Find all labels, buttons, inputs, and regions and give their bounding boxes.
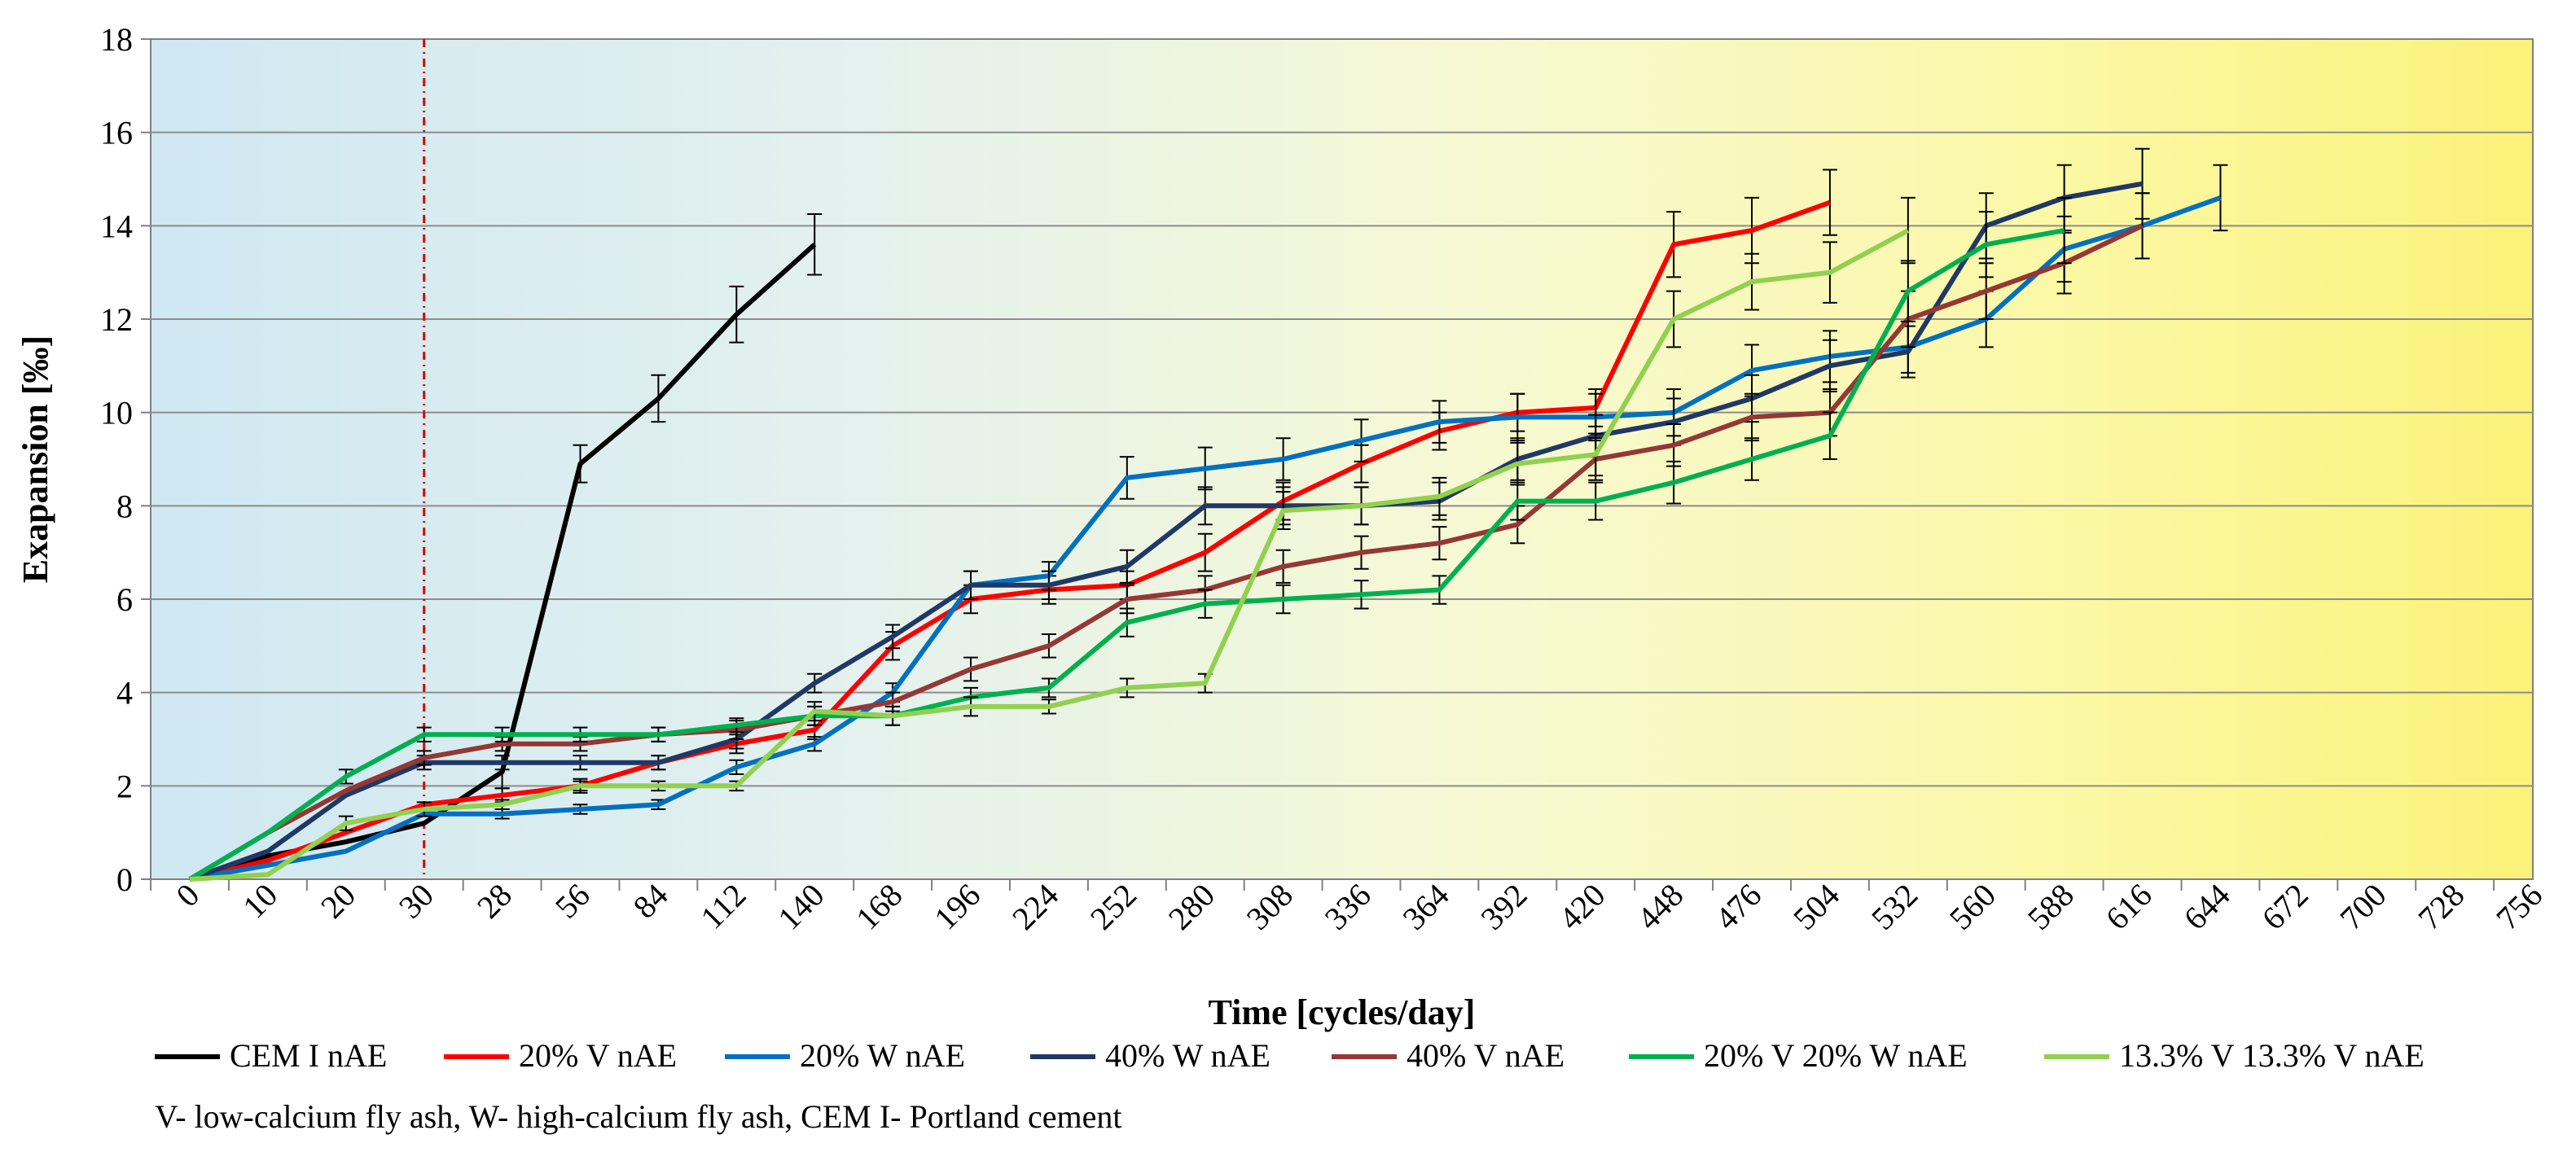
- x-tick-label: 20: [314, 877, 362, 926]
- x-tick-label: 56: [548, 877, 597, 926]
- plot-area: [150, 38, 2534, 880]
- x-tick-label: 728: [2411, 877, 2471, 937]
- series-line: [189, 199, 1831, 882]
- legend-label: 20% V nAE: [519, 1037, 677, 1074]
- legend-label: 40% W nAE: [1105, 1037, 1270, 1074]
- series-20-v-20-w-nae: [188, 196, 2072, 882]
- y-tick-label: 4: [116, 675, 133, 712]
- x-tick-label: 10: [235, 877, 284, 926]
- x-tick-label: 756: [2489, 877, 2549, 937]
- x-tick-label: 336: [1318, 877, 1378, 937]
- x-tick-label: 252: [1083, 877, 1143, 937]
- series-group: [188, 147, 2228, 882]
- series-line: [189, 228, 1910, 882]
- x-axis-ticks: 0 10 20 30 28 56 84 112 140 168 196 224 252 280 308 336…: [150, 877, 2549, 937]
- x-tick-label: 140: [770, 877, 831, 937]
- y-tick-label: 6: [116, 581, 133, 618]
- series-line: [188, 228, 2065, 882]
- x-tick-label: 616: [2099, 877, 2159, 937]
- x-tick-label: 560: [1942, 877, 2003, 937]
- y-tick-label: 16: [100, 115, 133, 151]
- legend-label: 40% V nAE: [1406, 1037, 1564, 1074]
- x-tick-label: 532: [1864, 877, 1924, 937]
- x-tick-label: 420: [1551, 877, 1612, 937]
- x-tick-label: 280: [1161, 877, 1222, 937]
- legend-label: 13.3% V 13.3% V nAE: [2119, 1037, 2425, 1074]
- y-tick-label: 0: [116, 861, 133, 898]
- x-tick-label: 84: [626, 877, 675, 926]
- x-tick-label: 30: [392, 877, 441, 926]
- x-tick-label: 196: [927, 877, 987, 937]
- series-line: [188, 223, 2144, 882]
- x-tick-label: 672: [2254, 877, 2315, 937]
- x-tick-label: 588: [2021, 877, 2081, 937]
- x-tick-label: 644: [2177, 877, 2237, 937]
- legend: CEM I nAE 20% V nAE 20% W nAE 40% W nAE 40% …: [155, 1037, 2425, 1074]
- y-tick-label: 14: [100, 208, 133, 244]
- x-tick-label: 476: [1708, 877, 1768, 937]
- y-axis-title: Exapansion [‰]: [15, 335, 55, 583]
- y-tick-label: 2: [116, 768, 133, 804]
- y-tick-label: 8: [116, 488, 133, 524]
- series-13-3-v-13-3-v-nae: [189, 196, 1916, 882]
- y-tick-label: 18: [100, 21, 133, 58]
- legend-label: 20% V 20% W nAE: [1704, 1037, 1968, 1074]
- footnote: V- low-calcium fly ash, W- high-calcium …: [155, 1098, 1122, 1135]
- x-axis-title: Time [cycles/day]: [1209, 992, 1476, 1032]
- legend-label: CEM I nAE: [230, 1037, 387, 1074]
- series-line: [188, 181, 2144, 882]
- x-tick-label: 448: [1630, 877, 1690, 937]
- x-tick-label: 168: [849, 877, 909, 937]
- y-tick-label: 12: [100, 301, 133, 338]
- x-tick-label: 392: [1473, 877, 1534, 937]
- x-tick-label: 700: [2332, 877, 2393, 937]
- y-tick-label: 10: [100, 395, 133, 431]
- x-tick-label: 0: [169, 877, 206, 914]
- x-tick-label: 28: [470, 877, 519, 926]
- x-tick-label: 224: [1005, 877, 1065, 937]
- x-tick-label: 364: [1396, 877, 1456, 937]
- x-tick-label: 112: [693, 877, 753, 936]
- x-tick-label: 308: [1240, 877, 1300, 937]
- x-tick-label: 504: [1786, 877, 1846, 937]
- legend-label: 20% W nAE: [800, 1037, 965, 1074]
- y-axis-ticks: 0 2 4 6 8 10 12 14 16 18: [100, 21, 151, 898]
